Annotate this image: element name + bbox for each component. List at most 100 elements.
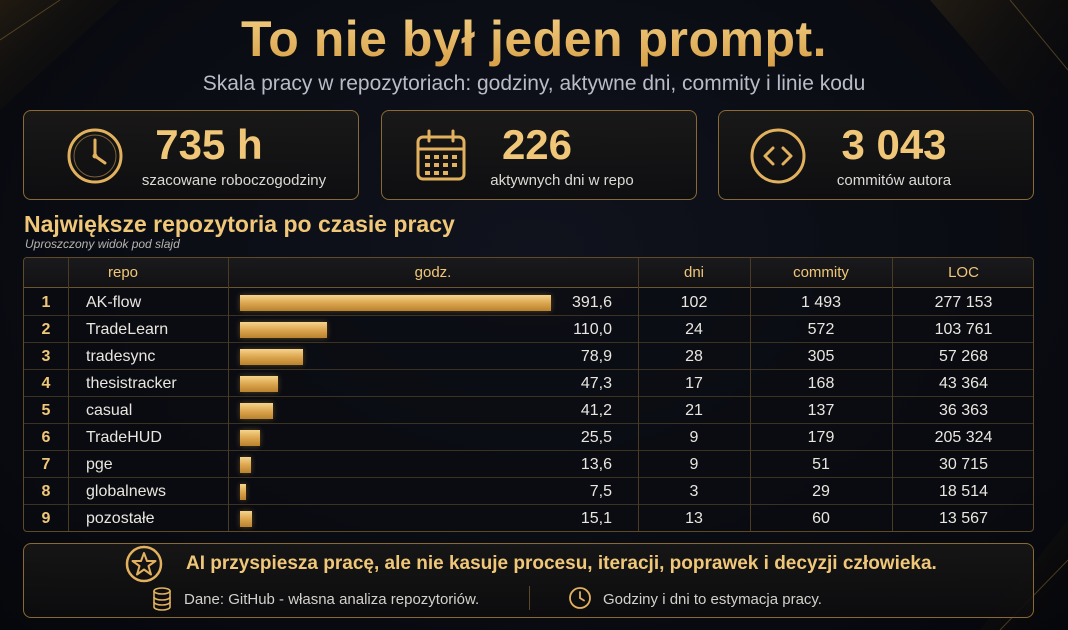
stat-label-commits: commitów autora xyxy=(836,172,952,189)
table-row: 1 AK-flow 391,6 102 1 493 277 153 xyxy=(24,289,1033,316)
table-row: 4 thesistracker 47,3 17 168 43 364 xyxy=(24,370,1033,397)
stat-card-days: 226 aktywnych dni w repo xyxy=(381,110,697,200)
days-value: 17 xyxy=(685,375,703,392)
repo-name: pge xyxy=(86,456,113,473)
row-rank: 8 xyxy=(41,483,51,500)
column-header-commits: commity xyxy=(793,264,849,281)
loc-value: 277 153 xyxy=(934,294,993,311)
hours-value: 15,1 xyxy=(580,510,612,527)
row-rank: 1 xyxy=(41,294,51,311)
days-value: 24 xyxy=(685,321,703,338)
page-title: To nie był jeden prompt. xyxy=(0,10,1068,68)
column-divider xyxy=(638,258,639,531)
stat-card-hours: 735 h szacowane roboczogodziny xyxy=(23,110,359,200)
commits-value: 137 xyxy=(807,402,835,419)
row-rank: 2 xyxy=(41,321,51,338)
repo-name: TradeLearn xyxy=(86,321,169,338)
hours-value: 78,9 xyxy=(580,348,612,365)
commits-value: 60 xyxy=(812,510,830,527)
column-divider xyxy=(892,258,893,531)
footer-source: Dane: GitHub - własna analiza repozytori… xyxy=(184,591,480,608)
hours-bar xyxy=(240,376,278,392)
hours-bar xyxy=(240,322,328,338)
table-row: 8 globalnews 7,5 3 29 18 514 xyxy=(24,478,1033,505)
hours-bar xyxy=(240,403,273,419)
repo-table: repo godz. dni commity LOC 1 AK-flow 391,6… xyxy=(23,257,1034,532)
days-value: 21 xyxy=(685,402,703,419)
hours-value: 47,3 xyxy=(580,375,612,392)
days-value: 28 xyxy=(685,348,703,365)
footer-divider xyxy=(529,586,530,610)
table-row: 7 pge 13,6 9 51 30 715 xyxy=(24,451,1033,478)
stat-value-days: 226 xyxy=(501,121,573,168)
row-rank: 6 xyxy=(41,429,51,446)
stat-value-commits: 3 043 xyxy=(841,121,947,168)
commits-value: 29 xyxy=(812,483,830,500)
days-value: 9 xyxy=(689,456,699,473)
loc-value: 36 363 xyxy=(939,402,988,419)
footer-message: AI przyspiesza pracę, ale nie kasuje pro… xyxy=(186,553,937,574)
row-rank: 4 xyxy=(41,375,51,392)
repo-name: thesistracker xyxy=(86,375,177,392)
clock-icon xyxy=(67,128,123,184)
repo-name: pozostałe xyxy=(86,510,155,527)
section-title: Największe repozytoria po czasie pracy xyxy=(24,211,455,237)
calendar-icon xyxy=(416,129,466,181)
commits-value: 1 493 xyxy=(800,294,842,311)
hours-bar xyxy=(240,295,551,311)
commits-value: 168 xyxy=(807,375,835,392)
hours-bar xyxy=(240,457,251,473)
commits-value: 305 xyxy=(807,348,835,365)
section-subtitle: Uproszczony widok pod slajd xyxy=(25,237,180,251)
loc-value: 30 715 xyxy=(939,456,988,473)
loc-value: 57 268 xyxy=(939,348,988,365)
row-rank: 3 xyxy=(41,348,51,365)
hours-value: 13,6 xyxy=(580,456,612,473)
stat-card-commits: 3 043 commitów autora xyxy=(718,110,1034,200)
table-row: 2 TradeLearn 110,0 24 572 103 761 xyxy=(24,316,1033,343)
hours-value: 391,6 xyxy=(571,294,612,311)
clock-icon xyxy=(569,587,591,609)
column-divider xyxy=(750,258,751,531)
days-value: 3 xyxy=(689,483,699,500)
hours-bar xyxy=(240,484,246,500)
hours-value: 41,2 xyxy=(580,402,612,419)
hours-value: 25,5 xyxy=(580,429,612,446)
loc-value: 103 761 xyxy=(934,321,993,338)
row-rank: 9 xyxy=(41,510,51,527)
days-value: 13 xyxy=(685,510,703,527)
footer-disclaimer: Godziny i dni to estymacja pracy. xyxy=(603,591,822,608)
commits-value: 572 xyxy=(807,321,835,338)
table-row: 3 tradesync 78,9 28 305 57 268 xyxy=(24,343,1033,370)
column-divider xyxy=(228,258,229,531)
database-icon xyxy=(153,587,171,611)
table-row: 6 TradeHUD 25,5 9 179 205 324 xyxy=(24,424,1033,451)
table-header: repo godz. dni commity LOC xyxy=(24,258,1033,288)
row-rank: 5 xyxy=(41,402,51,419)
repo-name: tradesync xyxy=(86,348,156,365)
column-header-repo: repo xyxy=(107,264,139,281)
stat-label-days: aktywnych dni w repo xyxy=(490,172,634,189)
footer-banner: AI przyspiesza pracę, ale nie kasuje pro… xyxy=(23,543,1034,618)
loc-value: 13 567 xyxy=(939,510,988,527)
hours-bar xyxy=(240,430,261,446)
column-divider xyxy=(68,258,69,531)
repo-name: TradeHUD xyxy=(86,429,162,446)
table-row: 9 pozostałe 15,1 13 60 13 567 xyxy=(24,505,1033,531)
commits-value: 179 xyxy=(807,429,835,446)
repo-name: AK-flow xyxy=(86,294,142,311)
loc-value: 18 514 xyxy=(939,483,988,500)
star-icon xyxy=(125,545,163,583)
repo-name: casual xyxy=(86,402,133,419)
stat-label-hours: szacowane roboczogodziny xyxy=(141,172,327,189)
table-row: 5 casual 41,2 21 137 36 363 xyxy=(24,397,1033,424)
hours-value: 110,0 xyxy=(573,321,612,338)
column-header-days: dni xyxy=(683,264,705,281)
page-subtitle: Skala pracy w repozytoriach: godziny, ak… xyxy=(202,72,866,95)
hours-bar xyxy=(240,349,303,365)
hours-bar xyxy=(240,511,252,527)
loc-value: 43 364 xyxy=(939,375,988,392)
column-header-hours: godz. xyxy=(414,264,452,281)
row-rank: 7 xyxy=(41,456,51,473)
column-header-loc: LOC xyxy=(948,264,979,281)
